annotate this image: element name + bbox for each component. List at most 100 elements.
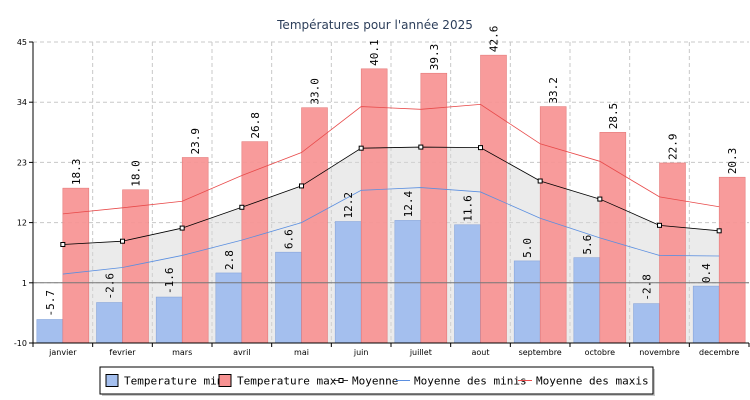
data-label: 18.0 <box>130 160 143 187</box>
bar-max <box>241 141 269 344</box>
data-label: 39.3 <box>428 44 441 71</box>
legend-swatch <box>105 374 119 387</box>
bar-max <box>539 106 567 344</box>
moyenne-marker <box>716 228 722 234</box>
moyenne-marker <box>358 145 364 151</box>
legend-item-moyenne-minis: Moyenne des minis <box>396 375 527 388</box>
x-tick-label: decembre <box>699 348 739 357</box>
legend-item-temperature-max: Temperature max <box>218 374 337 388</box>
data-label: 33.0 <box>309 78 322 105</box>
data-label: 23.9 <box>189 128 202 155</box>
legend-swatch <box>218 374 232 387</box>
moyenne-marker <box>299 183 304 189</box>
moyenne-marker <box>418 144 424 150</box>
x-tick-label: octobre <box>585 348 616 357</box>
moyenne-marker <box>537 178 543 184</box>
x-tick-label: novembre <box>639 348 680 357</box>
y-tick-label: 34 <box>17 98 27 107</box>
data-label: 18.3 <box>70 159 83 186</box>
line-moyenne-maxis <box>62 103 720 215</box>
line-moyenne-minis <box>62 187 720 275</box>
x-tick-label: fevrier <box>109 348 136 357</box>
bar-min <box>96 302 123 344</box>
data-labels: -5.7 18.3 -2.6 18.0 -1.6 23.9 2.8 26.8 6.6 33.0 12… <box>44 26 739 317</box>
data-label: 42.6 <box>488 26 501 53</box>
bar-min <box>36 319 64 344</box>
data-label: -2.6 <box>104 273 117 300</box>
data-label: -1.6 <box>163 268 176 295</box>
data-label: 0.4 <box>700 263 713 283</box>
bar-min <box>454 224 481 344</box>
bar-max <box>420 72 448 344</box>
bar-min <box>394 220 422 344</box>
legend-box <box>99 366 654 395</box>
data-label: 28.5 <box>607 103 620 130</box>
x-tick-label: septembre <box>519 348 562 357</box>
x-tick-label: juin <box>353 348 369 357</box>
bar-min <box>513 260 541 344</box>
legend: Temperature min Temperature max Moyenne Moy… <box>99 366 655 396</box>
legend-swatch-marker <box>338 378 344 383</box>
x-tick-label: mars <box>172 348 192 357</box>
data-label: 26.8 <box>249 112 262 139</box>
bar-max <box>360 68 388 344</box>
moyenne-marker <box>120 238 125 244</box>
data-label: -5.7 <box>44 290 57 317</box>
x-tick-label: juillet <box>409 348 432 357</box>
bar-min <box>633 303 660 344</box>
bars <box>36 54 746 344</box>
x-tick-label: aout <box>471 348 489 357</box>
data-label: 2.8 <box>223 250 236 270</box>
legend-item-moyenne-maxis: Moyenne des maxis <box>518 375 649 388</box>
data-label: 5.6 <box>581 235 594 255</box>
legend-label: Temperature max <box>237 375 337 388</box>
y-tick-label: 1 <box>22 279 27 288</box>
y-tick-label: -10 <box>14 339 27 348</box>
moyenne-marker <box>597 196 603 202</box>
chart-title: Températures pour l'année 2025 <box>276 18 473 32</box>
line-moyenne <box>62 146 720 245</box>
x-tick-label: mai <box>294 348 309 357</box>
x-tick-label: avril <box>233 348 250 357</box>
bar-max <box>301 107 328 344</box>
data-label: 11.6 <box>462 195 475 222</box>
legend-label: Moyenne des maxis <box>536 375 649 388</box>
y-tick-label: 45 <box>17 38 27 47</box>
bar-min <box>692 285 720 344</box>
data-label: 6.6 <box>283 229 296 249</box>
bar-max <box>181 157 209 344</box>
moyenne-marker <box>478 145 483 151</box>
bar-max <box>718 176 746 344</box>
legend-item-temperature-min: Temperature min <box>105 374 223 388</box>
legend-label: Moyenne des minis <box>414 375 527 388</box>
legend-item-moyenne: Moyenne <box>334 375 398 388</box>
bar-max <box>659 162 686 344</box>
bar-min <box>573 257 601 344</box>
data-label: 40.1 <box>368 39 381 66</box>
bar-max <box>62 187 90 344</box>
data-label: 33.2 <box>547 77 560 104</box>
legend-label: Moyenne <box>352 375 398 388</box>
moyenne-marker <box>179 225 185 231</box>
data-label: 22.9 <box>667 133 680 160</box>
data-label: 5.0 <box>521 238 534 258</box>
data-label: 12.4 <box>402 191 415 218</box>
y-tick-label: 12 <box>17 219 27 228</box>
moyenne-marker <box>60 241 66 247</box>
y-tick-label: 23 <box>17 158 27 167</box>
data-label: -2.8 <box>641 274 654 301</box>
data-label: 20.3 <box>726 148 739 175</box>
x-tick-label: janvier <box>48 348 77 357</box>
moyenne-marker <box>239 204 245 210</box>
bar-min <box>334 221 362 344</box>
moyenne-marker <box>657 222 662 228</box>
bar-min <box>275 251 302 344</box>
bar-min <box>155 296 183 344</box>
bar-max <box>480 54 507 344</box>
bar-min <box>215 272 243 344</box>
data-label: 12.2 <box>342 192 355 219</box>
axes: -10 1 12 23 34 45 janvier fevrier mars avril mai ju… <box>14 38 750 357</box>
legend-label: Temperature min <box>124 375 223 388</box>
lines <box>33 103 749 284</box>
